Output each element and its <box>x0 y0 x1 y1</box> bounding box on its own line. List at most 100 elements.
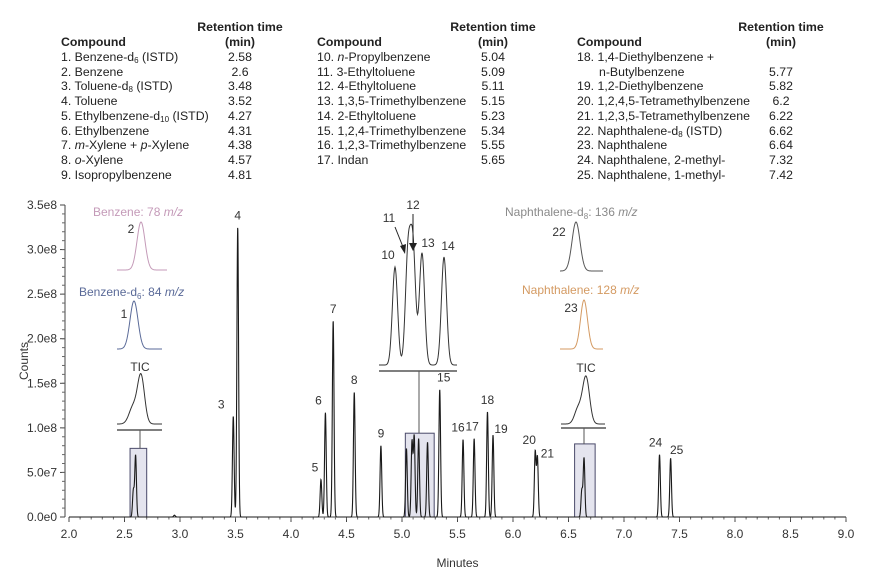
inset-peak-label: 22 <box>552 225 566 239</box>
x-tick-label: 2.5 <box>116 527 133 541</box>
compound-name: 24. Naphthalene, 2-methyl- <box>577 152 726 167</box>
chromatogram-trace <box>69 227 846 518</box>
peak-label: 21 <box>541 446 555 460</box>
arrow-head-11 <box>400 244 406 254</box>
retention-time-value: 7.42 <box>769 167 793 182</box>
inset-peak-label: 23 <box>564 301 578 315</box>
header-rt-unit: (min) <box>477 34 509 49</box>
compound-name: 7. m-Xylene + p-Xylene <box>61 138 190 153</box>
inset-peak-label: 2 <box>128 222 135 236</box>
retention-time-value: 5.09 <box>481 64 505 79</box>
retention-time-value: 6.62 <box>769 123 793 138</box>
x-tick-label: 4.5 <box>338 527 355 541</box>
peak-label: 5 <box>312 461 319 475</box>
compound-name: 14. 2-Ethyltoluene <box>317 108 417 123</box>
x-tick-label: 8.0 <box>727 527 744 541</box>
benzene-tic-title: TIC <box>130 360 150 374</box>
compound-name: 1. Benzene-d6 (ISTD) <box>61 50 179 65</box>
peak-label: 24 <box>649 436 663 450</box>
y-tick-label: 2.0e8 <box>27 332 57 346</box>
header-retention-time: Retention time <box>738 20 824 34</box>
header-rt-unit: (min) <box>765 34 797 49</box>
compound-name: 9. Isopropylbenzene <box>61 167 172 182</box>
x-tick-label: 5.5 <box>449 527 466 541</box>
header-compound: Compound <box>577 34 642 49</box>
retention-time-value: 3.52 <box>228 94 252 109</box>
naphthalene-d8-136-trace <box>559 221 603 272</box>
header-compound: Compound <box>61 34 126 49</box>
x-tick-label: 7.0 <box>616 527 633 541</box>
peak-label: 7 <box>330 302 337 316</box>
peak-label: 19 <box>494 422 508 436</box>
x-axis-label: Minutes <box>436 556 478 570</box>
compound-name-cont: n-Butylbenzene <box>599 64 685 79</box>
y-tick-label: 5.0e7 <box>27 465 57 479</box>
inset-peak-label: 1 <box>121 307 128 321</box>
retention-time-value: 5.77 <box>769 64 793 79</box>
peak-label: 6 <box>315 394 322 408</box>
peak-label: 9 <box>378 427 385 441</box>
naphthalene-tic-trace <box>561 375 605 425</box>
x-tick-label: 9.0 <box>838 527 855 541</box>
benzene-tic-trace <box>117 373 162 425</box>
compound-name: 11. 3-Ethyltoluene <box>317 64 416 79</box>
compound-name: 4. Toluene <box>61 94 118 109</box>
retention-time-value: 3.48 <box>228 79 252 94</box>
peak-label: 3 <box>218 397 225 411</box>
benzene-78-trace <box>117 221 167 271</box>
header-compound: Compound <box>317 34 382 49</box>
naphthalene-d8-136-title: Naphthalene-d8: 136 m/z <box>505 205 638 221</box>
compound-name: 21. 1,2,3,5-Tetramethylbenzene <box>577 108 750 123</box>
naphthalene-128-trace <box>560 299 603 350</box>
retention-time-value: 5.23 <box>481 108 505 123</box>
peak-label: 25 <box>670 443 684 457</box>
middle-zoom-trace <box>379 223 457 366</box>
naphthalene-tic-title: TIC <box>576 361 596 375</box>
x-tick-label: 7.5 <box>671 527 688 541</box>
peak-label: 18 <box>481 393 495 407</box>
inset-peak-label: 12 <box>406 198 420 212</box>
compound-name: 25. Naphthalene, 1-methyl- <box>577 167 726 182</box>
retention-time-value: 4.27 <box>228 108 252 123</box>
peak-label: 4 <box>234 208 241 222</box>
naphthalene-128-title: Naphthalene: 128 m/z <box>522 283 639 297</box>
compound-name: 19. 1,2-Diethylbenzene <box>577 79 704 94</box>
retention-time-value: 7.32 <box>769 152 793 167</box>
retention-time-value: 6.64 <box>769 138 793 153</box>
retention-time-value: 5.65 <box>481 152 505 167</box>
header-rt-unit: (min) <box>224 34 256 49</box>
y-tick-label: 3.5e8 <box>27 198 57 212</box>
peak-label: 17 <box>465 420 479 434</box>
retention-time-value: 4.31 <box>228 123 252 138</box>
compound-name: 6. Ethylbenzene <box>61 123 150 138</box>
retention-time-value: 2.58 <box>228 50 252 64</box>
retention-time-value: 6.2 <box>772 94 790 109</box>
retention-time-value: 2.6 <box>231 64 249 79</box>
inset-peak-label: 11 <box>383 211 396 225</box>
y-axis-label: Counts <box>17 342 31 380</box>
peak-label: 15 <box>437 371 451 385</box>
y-tick-label: 1.5e8 <box>27 376 57 390</box>
inset-peak-label: 14 <box>441 239 455 253</box>
benzene-d6-84-trace <box>117 300 162 350</box>
compound-name: 23. Naphthalene <box>577 138 668 153</box>
retention-time-value: 6.22 <box>769 108 793 123</box>
peak-label: 8 <box>351 373 358 387</box>
x-tick-label: 3.5 <box>227 527 244 541</box>
benzene-78-title: Benzene: 78 m/z <box>93 205 183 219</box>
x-tick-label: 6.5 <box>560 527 577 541</box>
compound-name: 22. Naphthalene-d8 (ISTD) <box>577 123 723 139</box>
retention-time-value: 4.81 <box>228 167 252 182</box>
header-retention-time: Retention time <box>450 20 536 34</box>
header-retention-time: Retention time <box>197 20 283 34</box>
compound-table: Retention time (min) Compound 1. Benzene-d6… <box>0 0 870 190</box>
compound-name: 2. Benzene <box>61 64 124 79</box>
compound-name: 8. o-Xylene <box>61 152 124 167</box>
x-tick-label: 3.0 <box>172 527 189 541</box>
retention-time-value: 5.11 <box>481 79 505 94</box>
inset-peak-label: 13 <box>421 236 435 250</box>
x-tick-label: 4.0 <box>283 527 300 541</box>
retention-time-value: 5.15 <box>481 94 505 109</box>
y-tick-label: 1.0e8 <box>27 421 57 435</box>
